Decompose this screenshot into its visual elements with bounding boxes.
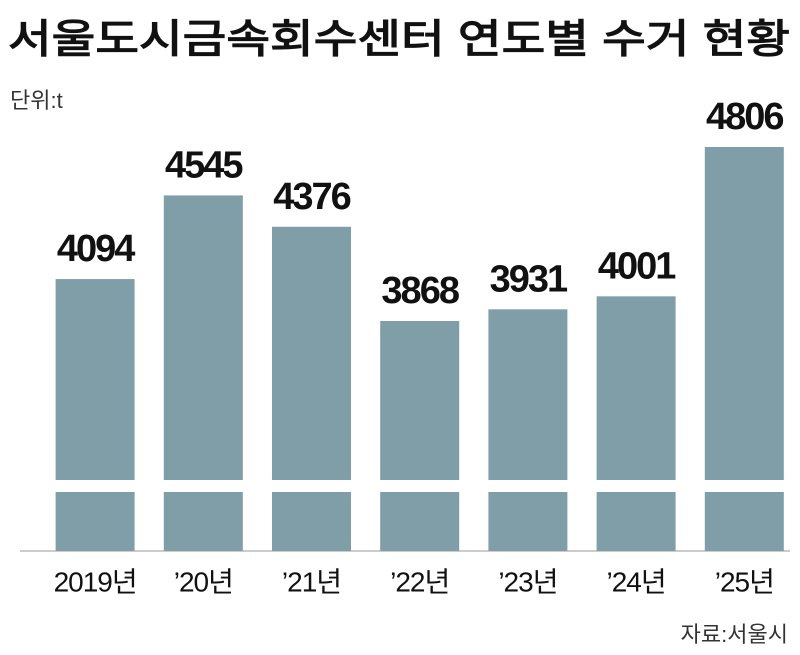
- bar: [488, 309, 568, 551]
- axis-break: [271, 480, 352, 492]
- value-label: 3868: [381, 270, 458, 312]
- axis-break: [54, 480, 136, 492]
- axis-break: [487, 480, 569, 492]
- x-tick-label: ’25년: [715, 566, 774, 597]
- x-tick-label: ’24년: [607, 566, 666, 597]
- unit-label: 단위:t: [10, 88, 63, 113]
- chart-title: 서울도시금속회수센터 연도별 수거 현황: [8, 18, 790, 62]
- axis-break: [379, 480, 461, 492]
- axis-break: [703, 480, 785, 492]
- value-label: 3931: [490, 258, 568, 300]
- bar: [272, 226, 351, 552]
- x-tick-label: ’23년: [498, 566, 557, 597]
- value-label: 4545: [165, 144, 243, 186]
- bar: [380, 321, 460, 551]
- axis-break: [162, 480, 244, 492]
- x-tick-label: ’20년: [174, 566, 233, 597]
- x-tick-label: ’21년: [282, 566, 341, 597]
- bar: [596, 296, 676, 551]
- x-tick-label: 2019년: [54, 566, 137, 597]
- x-tick-label: ’22년: [390, 566, 449, 597]
- value-label: 4094: [57, 228, 135, 270]
- value-label: 4001: [598, 245, 676, 287]
- bar: [55, 279, 135, 551]
- bar: [163, 195, 243, 551]
- source: 자료:서울시: [681, 622, 788, 647]
- value-label: 4806: [706, 96, 783, 138]
- value-label: 4376: [273, 176, 350, 218]
- axis-break: [595, 480, 677, 492]
